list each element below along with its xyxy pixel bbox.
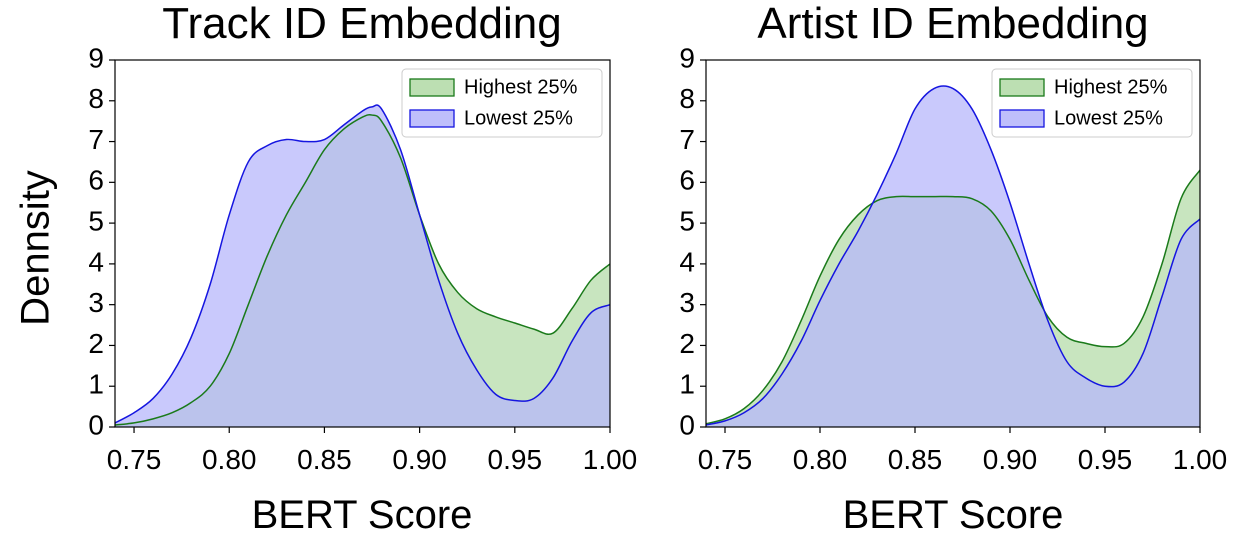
y-tick-label: 3 — [88, 287, 104, 318]
artist-id-embedding-panel: Artist ID Embedding BERT Score 0 1 2 3 4 5 6 7 8… — [679, 0, 1227, 537]
plot-area — [115, 104, 610, 427]
y-tick-label: 8 — [679, 83, 695, 114]
legend-swatch-highest — [409, 78, 455, 97]
x-tick-label: 0.85 — [888, 444, 943, 475]
y-tick-label: 6 — [679, 165, 695, 196]
legend-label: Lowest 25% — [464, 107, 573, 129]
x-tick-label: 0.80 — [202, 444, 257, 475]
legend-label: Highest 25% — [464, 76, 578, 98]
panel-title: Artist ID Embedding — [757, 0, 1148, 48]
y-tick-label: 4 — [88, 246, 104, 277]
y-tick-label: 9 — [679, 42, 695, 73]
y-tick-label: 4 — [679, 246, 695, 277]
series-line-highest — [115, 113, 610, 426]
shared-y-axis-label: Dennsity — [14, 170, 58, 326]
y-tick-label: 9 — [88, 42, 104, 73]
x-tick-label: 0.75 — [107, 444, 162, 475]
series-line-lowest — [115, 104, 610, 424]
x-tick-label: 1.00 — [1173, 444, 1228, 475]
x-axis-label: BERT Score — [843, 493, 1064, 537]
y-tick-label: 8 — [88, 83, 104, 114]
track-id-embedding-panel: Track ID Embedding BERT Score 0 1 2 3 4 5 6 7 8 9… — [88, 0, 637, 537]
y-tick-label: 3 — [679, 287, 695, 318]
x-tick-label: 0.95 — [488, 444, 543, 475]
x-tick-label: 0.90 — [392, 444, 447, 475]
y-tick-label: 1 — [679, 369, 695, 400]
series-line-highest — [706, 169, 1200, 425]
y-tick-label: 0 — [88, 409, 104, 440]
x-tick-label: 0.80 — [793, 444, 848, 475]
x-tick-label: 0.95 — [1078, 444, 1133, 475]
y-tick-label: 2 — [679, 328, 695, 359]
axes-frame — [114, 59, 611, 428]
axes-frame — [705, 59, 1201, 428]
y-tick-label: 7 — [88, 124, 104, 155]
x-tick-label: 0.85 — [297, 444, 352, 475]
legend-swatch-highest — [999, 78, 1045, 97]
legend-label: Highest 25% — [1054, 76, 1168, 98]
legend-swatch-lowest — [409, 109, 455, 128]
panel-title: Track ID Embedding — [162, 0, 561, 48]
y-tick-label: 2 — [88, 328, 104, 359]
y-tick-label: 7 — [679, 124, 695, 155]
legend: Highest 25% Lowest 25% — [991, 68, 1193, 138]
series-area-lowest — [706, 85, 1200, 427]
y-tick-label: 6 — [88, 165, 104, 196]
y-tick-label: 0 — [679, 409, 695, 440]
plot-area — [706, 85, 1200, 427]
y-tick-label: 5 — [88, 206, 104, 237]
legend-swatch-lowest — [999, 109, 1045, 128]
x-axis-label: BERT Score — [252, 493, 473, 537]
x-tick-label: 0.75 — [698, 444, 753, 475]
y-tick-label: 5 — [679, 206, 695, 237]
legend-label: Lowest 25% — [1054, 107, 1163, 129]
x-tick-label: 1.00 — [583, 444, 638, 475]
y-tick-label: 1 — [88, 369, 104, 400]
legend: Highest 25% Lowest 25% — [401, 68, 603, 138]
x-tick-label: 0.90 — [983, 444, 1038, 475]
series-line-lowest — [706, 85, 1200, 426]
